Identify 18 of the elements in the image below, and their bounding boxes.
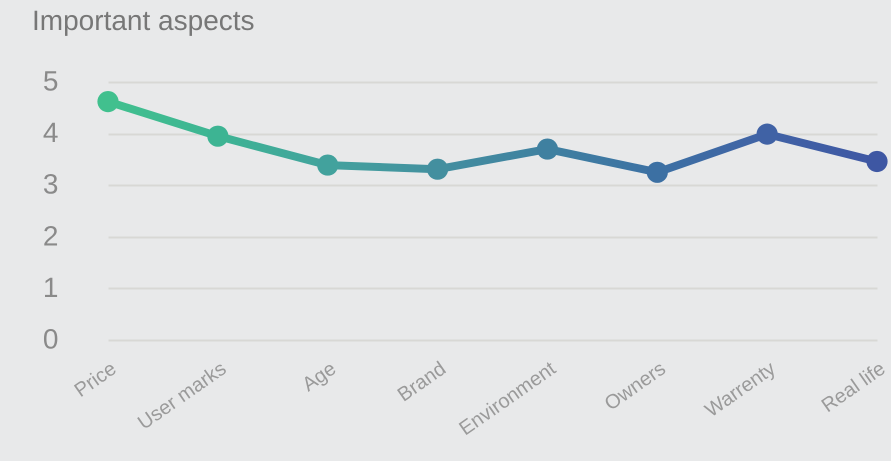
y-tick-label: 2 xyxy=(42,220,58,252)
point xyxy=(866,150,888,172)
y-tick-label: 4 xyxy=(42,117,58,148)
point xyxy=(207,126,228,147)
point xyxy=(97,91,119,112)
point xyxy=(426,158,448,180)
point xyxy=(646,162,668,183)
x-tick-label: Age xyxy=(298,358,340,396)
point xyxy=(317,154,338,176)
x-tick-label: Price xyxy=(70,358,121,402)
y-tick-label: 3 xyxy=(42,168,58,200)
x-tick-label: Real life xyxy=(818,358,890,418)
y-tick-label: 0 xyxy=(42,324,58,354)
y-tick-label: 5 xyxy=(42,66,58,96)
y-tick-label: 1 xyxy=(42,272,58,303)
point xyxy=(536,138,558,160)
chart-title: Important aspects xyxy=(32,5,255,36)
point xyxy=(756,124,778,145)
